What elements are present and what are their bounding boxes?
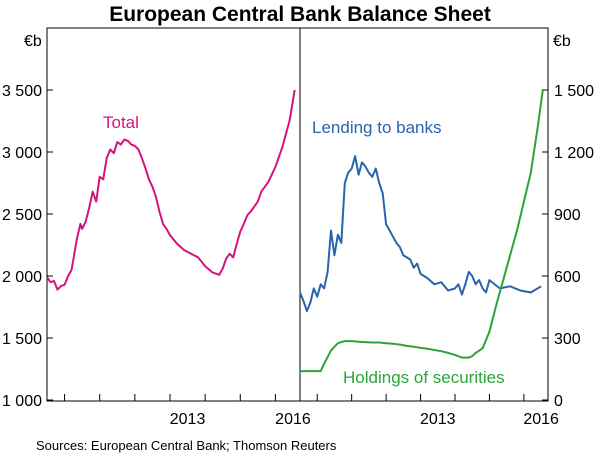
series-line-securities [300, 89, 544, 373]
y-tick-label: 300 [554, 331, 581, 348]
series-line-lending [299, 155, 542, 313]
y-tick-label: 3 500 [2, 83, 42, 100]
x-tick-label: 2013 [420, 411, 456, 428]
left-y-axis: 1 000 1 500 2 000 2 500 3 000 3 500 [2, 83, 53, 410]
right-y-axis: 0 300 600 900 1 200 1 500 [542, 83, 594, 410]
y-tick-label: 1 500 [2, 331, 42, 348]
series-lines [46, 89, 544, 373]
chart-title: European Central Bank Balance Sheet [109, 3, 491, 26]
x-tick-label: 2013 [170, 411, 206, 428]
left-unit-label: €b [24, 33, 42, 50]
y-tick-label: 1 500 [554, 83, 594, 100]
y-tick-label: 600 [554, 269, 581, 286]
right-unit-label: €b [553, 33, 571, 50]
x-tick-label: 2016 [275, 411, 311, 428]
y-tick-label: 1 000 [2, 393, 42, 410]
y-tick-label: 1 200 [554, 145, 594, 162]
source-note: Sources: European Central Bank; Thomson … [36, 438, 337, 453]
x-axis: 2013 2016 2013 2016 [64, 394, 559, 428]
left-panel-frame [46, 27, 301, 402]
y-tick-label: 900 [554, 207, 581, 224]
x-tick-label: 2016 [523, 411, 559, 428]
y-tick-label: 2 500 [2, 207, 42, 224]
series-label-securities: Holdings of securities [343, 368, 505, 387]
series-label-total: Total [103, 113, 139, 132]
y-tick-label: 0 [554, 393, 563, 410]
series-label-lending: Lending to banks [312, 118, 442, 137]
series-line-total [46, 89, 296, 291]
y-tick-label: 3 000 [2, 145, 42, 162]
y-tick-label: 2 000 [2, 269, 42, 286]
